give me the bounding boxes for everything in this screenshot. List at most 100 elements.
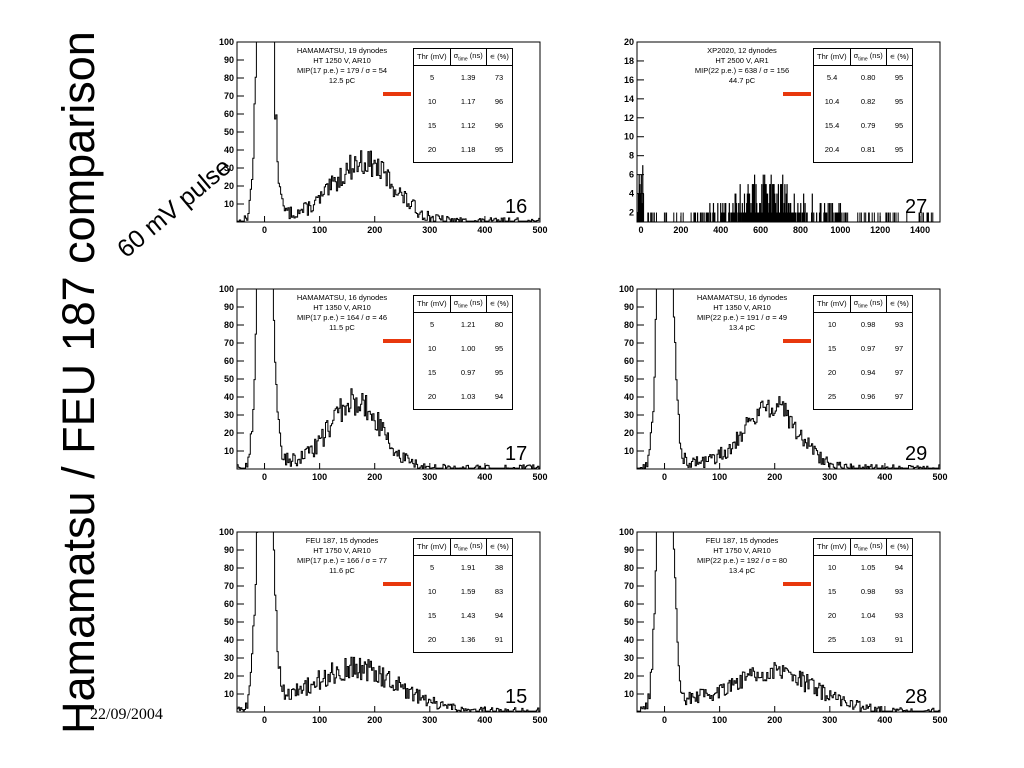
table-cell: 95 — [494, 344, 504, 353]
threshold-table: Thr (mV) σtime (ns) ∊ (%) 5.4 0.80 95 10.4 0.82… — [813, 48, 913, 163]
table-cell: 94 — [494, 392, 504, 401]
table-cell: 15 — [827, 344, 837, 353]
x-tick-label: 0 — [638, 225, 643, 235]
histogram-panel: 0 200 400 600 800 1000 1200 1400 2 4 6 8 10 12 14 16 18 2… — [605, 37, 941, 240]
table-row: 15 0.97 95 — [414, 361, 513, 385]
x-tick-label: 500 — [532, 715, 547, 725]
table-cell: 96 — [494, 97, 504, 106]
x-tick-label: 200 — [673, 225, 688, 235]
x-tick-label: 0 — [662, 715, 667, 725]
table-cell: 0.94 — [860, 368, 876, 377]
x-tick-label: 0 — [662, 472, 667, 482]
table-cell: 0.80 — [860, 73, 876, 82]
x-tick-label: 500 — [532, 472, 547, 482]
info-line: 13.4 pC — [728, 566, 756, 575]
table-row: 10.4 0.82 95 — [814, 90, 913, 114]
y-tick-label: 4 — [629, 189, 634, 199]
histogram-panel: 0 100 200 300 400 500 10 20 30 40 50 60 70 80 90 100 HAM… — [205, 284, 548, 487]
info-line: 11.6 pC — [329, 566, 355, 575]
table-cell: 1.12 — [460, 121, 476, 130]
x-tick-label: 0 — [262, 225, 267, 235]
table-cell: 95 — [894, 145, 904, 154]
table-cell: 20 — [427, 392, 437, 401]
table-cell: 0.82 — [860, 97, 876, 106]
x-tick-label: 400 — [477, 472, 492, 482]
table-header-sigma: σtime (ns) — [449, 538, 487, 556]
table-cell: 73 — [494, 73, 504, 82]
table-row: 15.4 0.79 95 — [814, 114, 913, 138]
table-cell: 1.59 — [460, 587, 476, 596]
x-tick-label: 500 — [532, 225, 547, 235]
y-tick-label: 50 — [224, 617, 234, 627]
table-cell: 1.04 — [860, 611, 876, 620]
y-tick-label: 2 — [629, 208, 634, 218]
table-cell: 15 — [827, 587, 837, 596]
info-line: MIP(17 p.e.) = 179 / σ = 54 — [296, 66, 388, 75]
info-line: HAMAMATSU, 16 dynodes — [296, 293, 388, 302]
table-cell: 0.98 — [860, 320, 876, 329]
table-cell: 1.03 — [460, 392, 476, 401]
threshold-marker — [383, 339, 411, 343]
threshold-table: Thr (mV) σtime (ns) ∊ (%) 5 1.21 80 10 1.00 95 15… — [413, 295, 513, 410]
y-tick-label: 50 — [624, 374, 634, 384]
table-cell: 5 — [429, 563, 435, 572]
table-header-thr: Thr (mV) — [813, 295, 851, 313]
table-cell: 1.91 — [460, 563, 476, 572]
table-header-eff: ∊ (%) — [485, 48, 513, 66]
threshold-marker — [783, 339, 811, 343]
y-tick-label: 100 — [619, 284, 634, 294]
table-cell: 20 — [827, 368, 837, 377]
y-tick-label: 100 — [219, 284, 234, 294]
threshold-marker — [383, 92, 411, 96]
x-tick-label: 100 — [712, 715, 727, 725]
y-tick-label: 40 — [224, 635, 234, 645]
y-tick-label: 10 — [224, 689, 234, 699]
y-tick-label: 20 — [224, 671, 234, 681]
table-cell: 20.4 — [824, 145, 840, 154]
y-tick-label: 70 — [224, 91, 234, 101]
table-header-thr: Thr (mV) — [413, 538, 451, 556]
info-line: MIP(17 p.e.) = 166 / σ = 77 — [296, 556, 388, 565]
table-cell: 1.00 — [460, 344, 476, 353]
histogram-line — [237, 42, 540, 222]
y-tick-label: 30 — [224, 653, 234, 663]
x-tick-label: 200 — [767, 472, 782, 482]
table-row: 5 1.21 80 — [414, 312, 513, 337]
x-tick-label: 100 — [312, 715, 327, 725]
y-tick-label: 20 — [624, 37, 634, 47]
x-tick-label: 1400 — [910, 225, 930, 235]
threshold-table: Thr (mV) σtime (ns) ∊ (%) 10 0.98 93 15 0.97 97 2… — [813, 295, 913, 410]
y-tick-label: 10 — [624, 689, 634, 699]
y-tick-label: 90 — [624, 545, 634, 555]
histogram-panel: 0 100 200 300 400 500 10 20 30 40 50 60 70 80 90 100 HAM… — [605, 284, 948, 487]
y-tick-label: 90 — [224, 55, 234, 65]
histogram-bars — [637, 165, 934, 222]
info-text: HAMAMATSU, 16 dynodes HT 1350 V, AR10 MIP(… — [667, 293, 817, 333]
x-tick-label: 800 — [793, 225, 808, 235]
table-cell: 95 — [494, 145, 504, 154]
table-cell: 1.43 — [460, 611, 476, 620]
table-cell: 1.39 — [460, 73, 476, 82]
x-tick-label: 1200 — [870, 225, 890, 235]
table-row: 10 1.00 95 — [414, 337, 513, 361]
info-line: HT 1750 V, AR10 — [713, 546, 771, 555]
table-cell: 38 — [494, 563, 504, 572]
table-cell: 94 — [494, 611, 504, 620]
y-tick-label: 18 — [624, 56, 634, 66]
table-header-eff: ∊ (%) — [485, 295, 513, 313]
y-tick-label: 50 — [624, 617, 634, 627]
table-header-eff: ∊ (%) — [485, 538, 513, 556]
table-cell: 1.05 — [860, 563, 876, 572]
table-cell: 15 — [427, 368, 437, 377]
table-cell: 5 — [429, 320, 435, 329]
y-tick-label: 40 — [224, 145, 234, 155]
histogram-svg: 0 100 200 300 400 500 10 20 30 40 50 60 70 80 90 100 — [219, 284, 548, 482]
table-cell: 15.4 — [824, 121, 840, 130]
table-cell: 1.17 — [460, 97, 476, 106]
info-line: MIP(22 p.e.) = 191 / σ = 49 — [696, 313, 788, 322]
x-tick-label: 400 — [877, 472, 892, 482]
threshold-marker — [783, 582, 811, 586]
threshold-marker — [783, 92, 811, 96]
info-line: FEU 187, 15 dynodes — [305, 536, 379, 545]
y-tick-label: 14 — [624, 94, 634, 104]
